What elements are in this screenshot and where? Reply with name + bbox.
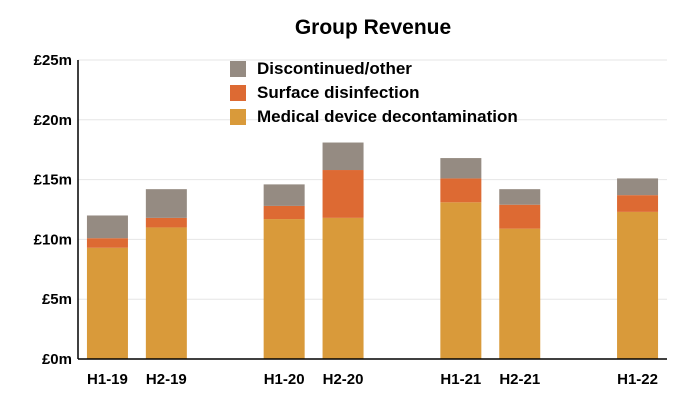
bar-segment-surface-disinfection-h2-21 [499,204,541,229]
legend-swatch [230,61,246,77]
bar-segment-surface-disinfection-h1-21 [440,178,482,203]
legend-label: Medical device decontamination [257,107,518,126]
bar-segment-discontinued-other-h1-20 [263,184,305,206]
x-tick-label: H2-19 [146,371,187,388]
axes [77,60,667,360]
bar-segment-medical-device-decontamination-h1-22 [617,211,659,359]
legend-label: Discontinued/other [257,59,412,78]
bar-segment-medical-device-decontamination-h1-21 [440,202,482,359]
x-tick-label: H2-20 [323,371,364,388]
x-tick-label: H2-21 [499,371,540,388]
y-tick-label: £25m [34,52,72,69]
bar-segment-medical-device-decontamination-h1-20 [263,219,305,359]
bars [86,142,659,359]
bar-segment-discontinued-other-h2-20 [322,142,364,171]
x-tick-label: H1-21 [440,371,481,388]
y-axis-ticks: £0m £5m £10m £15m £20m £25m [34,52,72,368]
bar-segment-medical-device-decontamination-h2-19 [145,227,187,359]
bar-segment-discontinued-other-h1-21 [440,158,482,179]
bar-segment-surface-disinfection-h1-19 [86,238,128,248]
bar-segment-discontinued-other-h1-19 [86,215,128,239]
bar-segment-discontinued-other-h2-19 [145,189,187,218]
x-tick-label: H1-20 [264,371,305,388]
y-tick-label: £15m [34,172,72,189]
bar-segment-surface-disinfection-h2-19 [145,217,187,228]
y-tick-label: £0m [42,351,72,368]
bar-segment-surface-disinfection-h1-22 [617,195,659,212]
x-axis-ticks: H1-19 H2-19 H1-20 H2-20 H1-21 H2-21 H1-22 [87,371,658,388]
y-tick-label: £10m [34,231,72,248]
bar-segment-discontinued-other-h2-21 [499,189,541,205]
x-tick-label: H1-19 [87,371,128,388]
bar-segment-medical-device-decontamination-h2-20 [322,217,364,359]
y-tick-label: £20m [34,112,72,129]
bar-segment-surface-disinfection-h1-20 [263,205,305,220]
legend: Discontinued/other Surface disinfection Me… [230,59,518,126]
bar-segment-medical-device-decontamination-h1-19 [86,247,128,359]
legend-label: Surface disinfection [257,83,419,102]
bar-segment-surface-disinfection-h2-20 [322,170,364,218]
chart-title: Group Revenue [295,16,451,39]
y-tick-label: £5m [42,291,72,308]
bar-segment-discontinued-other-h1-22 [617,178,659,196]
x-tick-label: H1-22 [617,371,658,388]
bar-segment-medical-device-decontamination-h2-21 [499,228,541,359]
legend-swatch [230,109,246,125]
legend-swatch [230,85,246,101]
